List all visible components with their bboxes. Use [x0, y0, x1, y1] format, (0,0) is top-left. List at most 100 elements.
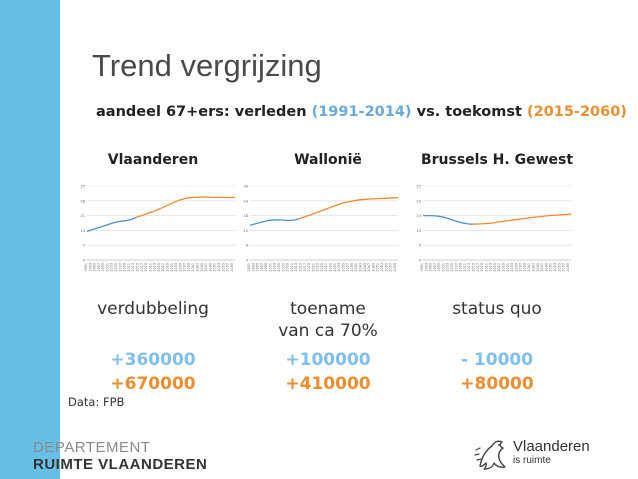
x-tick-label: 2051 — [213, 263, 217, 272]
x-tick-label: 2013 — [467, 263, 471, 272]
y-tick-label: 15 — [416, 214, 421, 218]
x-tick-label: 2017 — [140, 263, 144, 272]
y-tick-label: 20 — [416, 199, 421, 203]
subtitle-vs: vs. toekomst — [411, 104, 527, 120]
x-tick-label: 2029 — [329, 263, 333, 272]
y-tick-label: 24 — [243, 199, 248, 203]
logo-name: Vlaanderen — [513, 438, 590, 455]
chart-wallonie: 0 6 12 18 24 30 1991 1993 1995 1997 1999 2001 2003 20… — [238, 180, 403, 280]
x-tick-label: 2015 — [471, 263, 475, 272]
y-tick-label: 21 — [80, 214, 85, 218]
x-tick-label: 2041 — [191, 263, 195, 272]
region-name-vlaanderen: Vlaanderen — [107, 152, 199, 168]
x-tick-label: 2011 — [127, 263, 131, 272]
x-tick-label: 2045 — [363, 263, 367, 272]
x-tick-label: 2017 — [303, 263, 307, 272]
x-tick-label: 2041 — [354, 263, 358, 272]
x-tick-label: 2035 — [514, 263, 518, 272]
x-tick-label: 2043 — [359, 263, 363, 272]
x-tick-label: 1997 — [433, 263, 437, 272]
x-tick-label: 2037 — [183, 263, 187, 272]
x-tick-label: 2053 — [380, 263, 384, 272]
region-name-brussels: Brussels H. Gewest — [420, 152, 574, 168]
x-tick-label: 2021 — [311, 263, 315, 272]
x-tick-label: 2031 — [170, 263, 174, 272]
x-tick-label: 2047 — [204, 263, 208, 272]
x-tick-label: 1999 — [437, 263, 441, 272]
slide-subtitle: aandeel 67+ers: verleden (1991-2014) vs.… — [96, 104, 627, 120]
x-tick-label: 2025 — [320, 263, 324, 272]
x-tick-label: 2053 — [553, 263, 557, 272]
series-line-future — [472, 213, 572, 225]
x-tick-label: 2051 — [549, 263, 553, 272]
y-tick-label: 7 — [83, 244, 85, 248]
x-tick-label: 2003 — [446, 263, 450, 272]
chart-vlaanderen: 0 7 14 21 28 35 1991 1993 1995 1997 1999 2001 2003 20… — [75, 180, 240, 280]
slide-title: Trend vergrijzing — [92, 48, 322, 83]
x-tick-label: 1993 — [88, 263, 92, 272]
dept-line2: RUIMTE VLAANDEREN — [33, 456, 208, 473]
x-tick-label: 2025 — [493, 263, 497, 272]
dept-line1: DEPARTEMENT — [33, 439, 151, 456]
desc-line: toename — [290, 299, 366, 319]
series-line-past — [86, 216, 137, 233]
x-tick-label: 1995 — [429, 263, 433, 272]
x-tick-label: 2007 — [281, 263, 285, 272]
desc-vlaanderen: verdubbeling — [68, 298, 238, 320]
desc-wallonie: toename van ca 70% — [243, 298, 413, 342]
x-tick-label: 2047 — [540, 263, 544, 272]
x-tick-label: 2059 — [230, 263, 234, 272]
x-tick-label: 2013 — [131, 263, 135, 272]
x-tick-label: 2039 — [187, 263, 191, 272]
x-tick-label: 2023 — [316, 263, 320, 272]
past-change-brussels: - 10000 — [460, 350, 534, 370]
x-tick-label: 2005 — [450, 263, 454, 272]
x-tick-label: 2003 — [273, 263, 277, 272]
x-tick-label: 1991 — [420, 263, 424, 272]
series-line-past — [423, 214, 473, 225]
x-tick-label: 2011 — [290, 263, 294, 272]
x-tick-label: 1997 — [260, 263, 264, 272]
logo-tagline: is ruimte — [513, 455, 551, 466]
x-tick-label: 2001 — [441, 263, 445, 272]
lion-icon — [474, 440, 506, 470]
x-tick-label: 2027 — [161, 263, 165, 272]
x-tick-label: 2027 — [324, 263, 328, 272]
x-tick-label: 2059 — [566, 263, 570, 272]
x-tick-label: 2007 — [118, 263, 122, 272]
y-tick-label: 30 — [243, 185, 248, 189]
x-tick-label: 2013 — [294, 263, 298, 272]
x-tick-label: 2029 — [166, 263, 170, 272]
desc-line: verdubbeling — [97, 299, 209, 319]
x-tick-label: 2055 — [221, 263, 225, 272]
x-tick-label: 2033 — [174, 263, 178, 272]
x-tick-label: 1991 — [84, 263, 88, 272]
x-tick-label: 1993 — [424, 263, 428, 272]
accent-bar — [0, 0, 60, 479]
x-tick-label: 2011 — [463, 263, 467, 272]
data-source: Data: FPB — [68, 395, 125, 409]
x-tick-label: 2047 — [367, 263, 371, 272]
x-tick-label: 2049 — [544, 263, 548, 272]
x-tick-label: 2001 — [105, 263, 109, 272]
x-tick-label: 2035 — [341, 263, 345, 272]
x-tick-label: 2057 — [562, 263, 566, 272]
y-tick-label: 14 — [80, 229, 85, 233]
y-tick-label: 10 — [416, 229, 421, 233]
x-tick-label: 1997 — [97, 263, 101, 272]
x-tick-label: 2037 — [346, 263, 350, 272]
x-tick-label: 2005 — [277, 263, 281, 272]
x-tick-label: 2037 — [519, 263, 523, 272]
past-change-vlaanderen: +360000 — [110, 350, 196, 370]
x-tick-label: 2043 — [532, 263, 536, 272]
y-tick-label: 6 — [246, 244, 249, 248]
x-tick-label: 2005 — [114, 263, 118, 272]
x-tick-label: 2015 — [135, 263, 139, 272]
department-logo: DEPARTEMENT RUIMTE VLAANDEREN — [33, 439, 207, 473]
x-tick-label: 2057 — [389, 263, 393, 272]
x-tick-label: 2017 — [476, 263, 480, 272]
chart-brussels: 0 5 10 15 20 25 1991 1993 1995 1997 1999 2001 2003 20… — [411, 180, 576, 280]
y-tick-label: 0 — [83, 259, 86, 263]
